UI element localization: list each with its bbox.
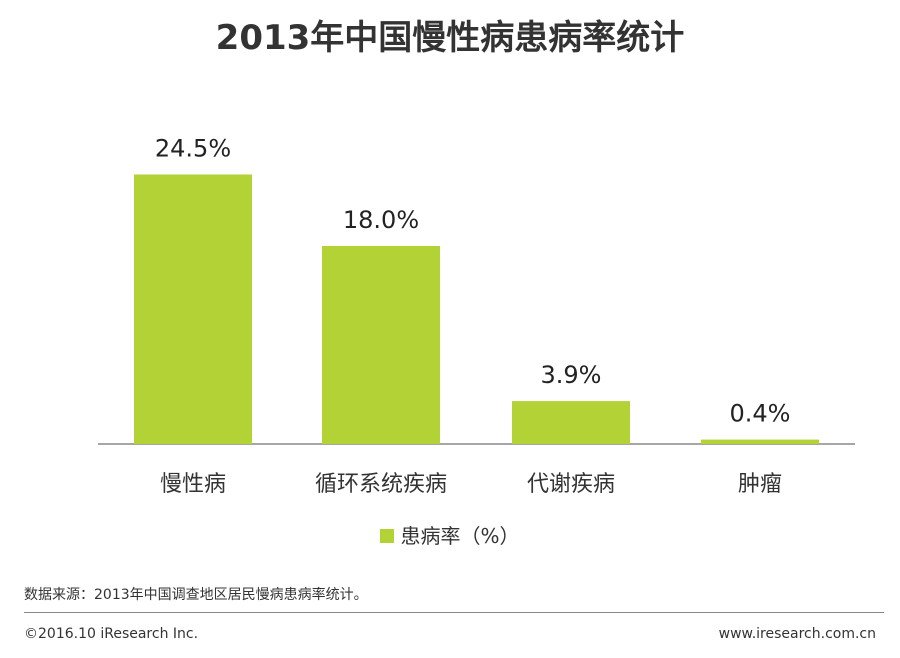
legend-swatch [380, 528, 395, 543]
legend-label: 患病率（%） [400, 524, 520, 548]
category-label: 循环系统疾病 [315, 472, 447, 497]
data-label: 3.9% [541, 361, 602, 389]
chart-title: 2013年中国慢性病患病率统计 [215, 18, 685, 58]
bar [322, 246, 440, 444]
source-note: 数据来源：2013年中国调查地区居民慢病患病率统计。 [24, 587, 368, 603]
bar-chart: 24.5% 慢性病 18.0% 循环系统疾病 3.9% 代谢疾病 0.4% 肿瘤 [98, 135, 855, 497]
copyright: ©2016.10 iResearch Inc. [24, 626, 199, 642]
footer-divider [24, 612, 884, 613]
bar [701, 439, 819, 444]
website-link[interactable]: www.iresearch.com.cn [718, 626, 876, 642]
data-label: 24.5% [155, 135, 231, 163]
category-label: 肿瘤 [738, 472, 782, 497]
bar [512, 401, 630, 444]
legend: 患病率（%） [0, 520, 900, 549]
data-label: 0.4% [730, 400, 791, 428]
bar [134, 174, 252, 444]
category-label: 代谢疾病 [527, 472, 615, 497]
category-label: 慢性病 [160, 472, 226, 497]
data-label: 18.0% [343, 206, 419, 234]
